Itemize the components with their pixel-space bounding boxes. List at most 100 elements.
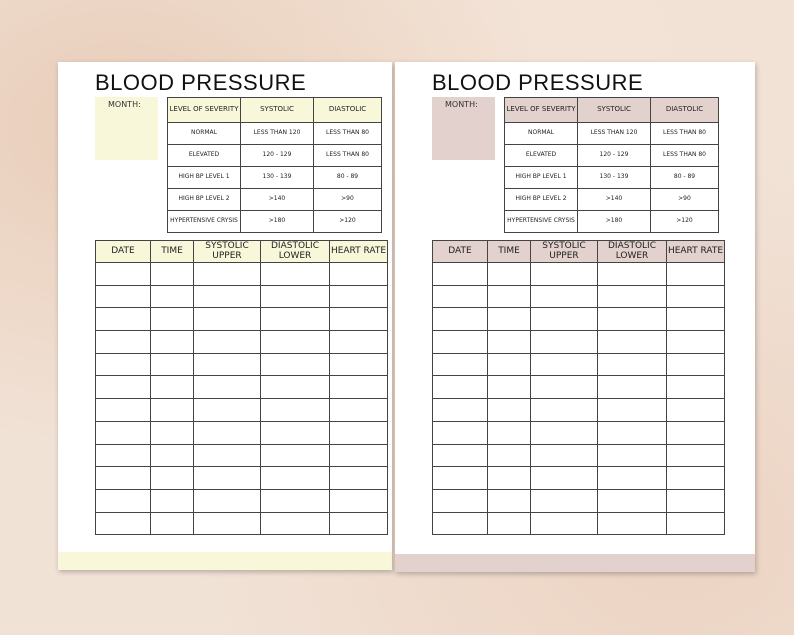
header-cell: SYSTOLIC [577,97,651,123]
cell: HIGH BP LEVEL 1 [504,166,578,189]
empty-row [95,420,388,445]
header-row: LEVEL OF SEVERITY SYSTOLIC DIASTOLIC [504,97,719,123]
empty-cell [260,420,330,445]
header-cell: DATE [95,240,151,263]
cell: 120 - 129 [577,144,651,167]
empty-cell [95,488,151,513]
right-sheet: BLOOD PRESSURE MONTH: LEVEL OF SEVERITY SYS… [395,62,755,572]
header-cell: DIASTOLIC [313,97,382,123]
empty-cell [597,375,667,400]
empty-row [432,443,725,468]
cell: HIGH BP LEVEL 2 [167,188,241,211]
footer-band [395,554,755,572]
header-row: DATE TIME SYSTOLIC UPPER DIASTOLIC LOWER HEA… [95,240,388,263]
left-sheet: BLOOD PRESSURE MONTH: LEVEL OF SEVERITY SYS… [58,62,392,570]
empty-cell [193,420,261,445]
cell: ELEVATED [504,144,578,167]
empty-cell [329,262,388,286]
row: HIGH BP LEVEL 2 >140 >90 [504,188,719,211]
cell: HYPERTENSIVE CRYSIS [504,210,578,233]
header-cell: SYSTOLIC [240,97,314,123]
empty-cell [666,420,725,445]
empty-cell [666,443,725,468]
empty-row [95,443,388,468]
cell: HYPERTENSIVE CRYSIS [167,210,241,233]
empty-row [432,466,725,490]
cell: >120 [313,210,382,233]
empty-cell [487,488,531,513]
empty-row [95,466,388,490]
empty-cell [432,307,488,332]
cell: 80 - 89 [313,166,382,189]
empty-cell [150,398,194,422]
empty-cell [150,420,194,445]
empty-cell [193,352,261,377]
empty-cell [666,262,725,286]
row: HIGH BP LEVEL 2 >140 >90 [167,188,382,211]
empty-cell [260,352,330,377]
month-box: MONTH: [432,97,495,160]
header-row: DATE TIME SYSTOLIC UPPER DIASTOLIC LOWER HEA… [432,240,725,263]
cell: NORMAL [167,122,241,145]
empty-cell [666,375,725,400]
row: HIGH BP LEVEL 1 130 - 139 80 - 89 [504,166,719,189]
empty-cell [597,420,667,445]
empty-cell [95,330,151,354]
empty-row [432,398,725,422]
row: NORMAL LESS THAN 120 LESS THAN 80 [167,122,382,145]
empty-cell [193,398,261,422]
empty-cell [432,420,488,445]
empty-cell [329,488,388,513]
empty-cell [432,398,488,422]
empty-cell [95,352,151,377]
header-cell: HEART RATE [666,240,725,263]
empty-cell [150,443,194,468]
row: NORMAL LESS THAN 120 LESS THAN 80 [504,122,719,145]
empty-cell [666,330,725,354]
header-cell: DIASTOLIC [650,97,719,123]
cell: >120 [650,210,719,233]
empty-cell [530,443,598,468]
cell: 130 - 139 [240,166,314,189]
empty-cell [193,330,261,354]
empty-cell [487,398,531,422]
cell: NORMAL [504,122,578,145]
empty-cell [487,466,531,490]
empty-cell [432,511,488,536]
empty-cell [530,284,598,309]
log-table: DATE TIME SYSTOLIC UPPER DIASTOLIC LOWER HEA… [432,240,725,536]
row: HYPERTENSIVE CRYSIS >180 >120 [167,210,382,233]
empty-cell [95,511,151,536]
severity-table: LEVEL OF SEVERITY SYSTOLIC DIASTOLIC NORMAL… [167,97,382,233]
empty-cell [95,284,151,309]
empty-cell [530,420,598,445]
empty-cell [260,511,330,536]
empty-row [432,352,725,377]
empty-cell [193,466,261,490]
empty-cell [260,398,330,422]
cell: LESS THAN 80 [650,144,719,167]
empty-row [432,488,725,513]
empty-cell [260,375,330,400]
empty-row [432,375,725,400]
header-cell: DIASTOLIC LOWER [260,240,330,263]
severity-table: LEVEL OF SEVERITY SYSTOLIC DIASTOLIC NORMAL… [504,97,719,233]
empty-cell [487,262,531,286]
empty-cell [95,420,151,445]
empty-cell [530,488,598,513]
empty-cell [95,443,151,468]
empty-cell [260,466,330,490]
log-table: DATE TIME SYSTOLIC UPPER DIASTOLIC LOWER HEA… [95,240,388,536]
header-cell: DATE [432,240,488,263]
empty-cell [597,398,667,422]
empty-cell [432,466,488,490]
empty-cell [193,307,261,332]
header-cell: SYSTOLIC UPPER [193,240,261,263]
empty-cell [150,511,194,536]
empty-cell [666,307,725,332]
empty-cell [666,284,725,309]
empty-row [432,262,725,286]
empty-cell [597,330,667,354]
empty-cell [666,466,725,490]
